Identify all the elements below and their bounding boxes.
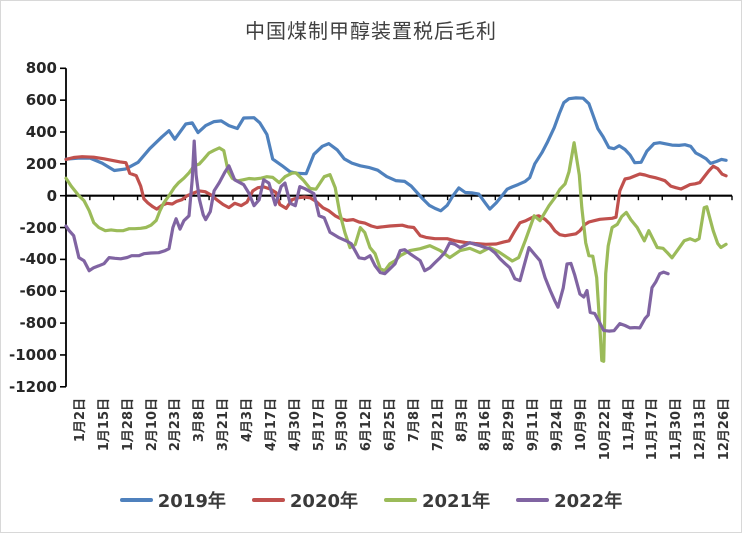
series-line-2019 <box>64 96 728 213</box>
x-axis-label: 10月9日 <box>573 398 589 452</box>
legend-label: 2020年 <box>289 491 358 512</box>
x-axis-label: 3月8日 <box>192 398 208 443</box>
y-axis-label: -400 <box>19 250 57 269</box>
legend-item-2022: 2022年 <box>516 487 622 513</box>
x-axis-label: 2月23日 <box>168 398 184 452</box>
legend-item-2021: 2021年 <box>384 487 490 513</box>
y-axis-label: 600 <box>25 91 57 110</box>
y-axis-label: -200 <box>19 218 57 237</box>
y-axis-label: 400 <box>25 123 57 141</box>
series-line-2020 <box>64 155 728 246</box>
legend: 2019年 2020年 2021年 2022年 <box>1 487 741 513</box>
y-axis-label: 0 <box>46 186 57 205</box>
y-axis-label: -800 <box>19 314 57 333</box>
chart-title: 中国煤制甲醇装置税后毛利 <box>245 19 497 43</box>
legend-line-icon <box>251 498 285 502</box>
x-axis-label: 8月3日 <box>454 398 470 443</box>
x-axis-label: 8月29日 <box>502 398 518 452</box>
x-axis-label: 4月3日 <box>239 398 255 443</box>
x-axis-label: 1月28日 <box>120 398 136 452</box>
legend-line-icon <box>516 498 550 502</box>
x-axis-label: 12月26日 <box>716 398 732 461</box>
y-axis-label: 200 <box>25 154 57 173</box>
x-axis-label: 9月24日 <box>550 398 565 452</box>
x-axis-label: 10月22日 <box>597 398 613 461</box>
x-axis-label: 7月8日 <box>406 398 422 443</box>
x-axis-label: 3月21日 <box>216 398 232 452</box>
y-axis-label: -600 <box>19 282 57 301</box>
x-axis-label: 4月17日 <box>263 398 279 452</box>
legend-label: 2019年 <box>157 491 226 512</box>
y-axis-label: -1000 <box>9 345 57 364</box>
x-axis-label: 6月25日 <box>383 398 399 452</box>
legend-label: 2021年 <box>422 491 491 512</box>
x-axis-label: 9月11日 <box>526 398 542 452</box>
x-axis-label: 7月21日 <box>430 398 446 452</box>
x-axis-label: 11月30日 <box>669 398 685 461</box>
y-axis-label: -1200 <box>9 377 57 396</box>
legend-label: 2022年 <box>554 491 623 512</box>
x-axis-label: 4月30日 <box>287 398 303 452</box>
x-axis-label: 6月12日 <box>359 398 375 452</box>
series-line-2022 <box>64 139 670 333</box>
x-axis-label: 11月4日 <box>621 398 637 452</box>
legend-item-2020: 2020年 <box>251 487 358 513</box>
series-line-2021 <box>64 141 728 363</box>
x-axis-label: 1月2日 <box>73 398 88 443</box>
x-axis-label: 12月13日 <box>693 398 709 461</box>
x-axis-label: 1月15日 <box>96 398 112 452</box>
x-axis-label: 2月10日 <box>144 398 160 452</box>
x-axis-label: 5月30日 <box>335 398 351 452</box>
x-axis-label: 5月17日 <box>311 398 327 452</box>
x-axis-label: 8月16日 <box>478 398 494 452</box>
legend-line-icon <box>119 498 153 502</box>
legend-item-2019: 2019年 <box>119 487 226 513</box>
x-axis-label: 11月17日 <box>645 398 661 461</box>
y-axis-label: 800 <box>25 59 57 78</box>
legend-line-icon <box>384 498 417 502</box>
